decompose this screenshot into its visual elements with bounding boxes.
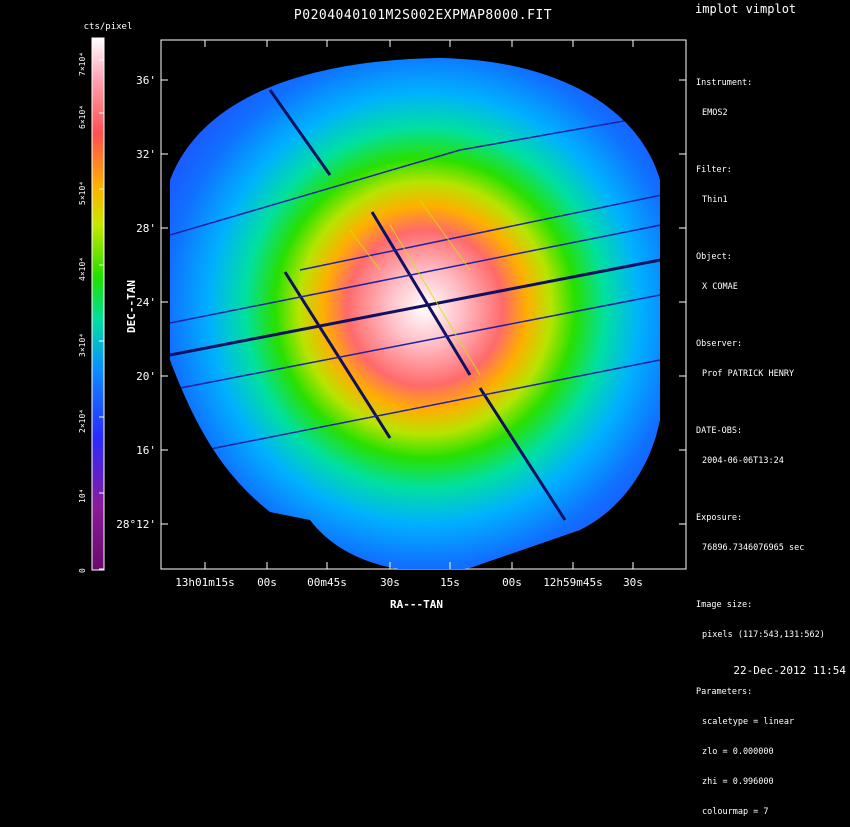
- info-value: Prof PATRICK HENRY: [702, 369, 795, 379]
- x-tick-label: 15s: [440, 576, 460, 589]
- y-tick-label: 16': [136, 444, 156, 457]
- info-value: Thin1: [702, 195, 728, 205]
- info-value: zhi = 0.996000: [702, 777, 774, 787]
- timestamp: 22-Dec-2012 11:54: [733, 664, 846, 677]
- info-value: zlo = 0.000000: [702, 747, 774, 757]
- colorbar-tick: 6×10⁴: [78, 104, 87, 129]
- program-name: implot vimplot: [695, 2, 797, 16]
- y-tick-label: 28': [136, 222, 156, 235]
- info-key: Filter:: [696, 165, 732, 175]
- info-key: Exposure:: [696, 513, 743, 523]
- x-tick-label: 12h59m45s: [543, 576, 603, 589]
- colorbar-tick: 5×10⁴: [78, 180, 87, 205]
- x-axis-label: RA---TAN: [390, 598, 443, 611]
- plot-title: P0204040101M2S002EXPMAP8000.FIT: [293, 8, 553, 23]
- x-tick-label: 00s: [502, 576, 522, 589]
- y-tick-label: 24': [136, 296, 156, 309]
- info-key: DATE-OBS:: [696, 426, 743, 436]
- colorbar-tick: 4×10⁴: [78, 256, 87, 281]
- x-tick-label: 30s: [380, 576, 400, 589]
- info-value: pixels (117:543,131:562): [702, 630, 825, 640]
- info-value: EMOS2: [702, 108, 728, 118]
- y-tick-label: 36': [136, 74, 156, 87]
- info-panel: Instrument: EMOS2 Filter: Thin1 Object: …: [696, 58, 825, 827]
- colorbar-tick: 0: [78, 568, 87, 573]
- info-value: 2004-06-06T13:24: [702, 456, 784, 466]
- exposure-map: [170, 58, 660, 569]
- info-key: Observer:: [696, 339, 743, 349]
- info-value: colourmap = 7: [702, 807, 769, 817]
- y-tick-label: 32': [136, 148, 156, 161]
- x-tick-label: 30s: [623, 576, 643, 589]
- colorbar-label: cts/pixel: [83, 22, 133, 32]
- colorbar-tick: 2×10⁴: [78, 408, 87, 433]
- info-key: Object:: [696, 252, 732, 262]
- y-tick-label: 28°12': [116, 518, 156, 531]
- y-tick-label: 20': [136, 370, 156, 383]
- plot-canvas: [91, 37, 687, 571]
- colorbar-tick: 7×10⁴: [78, 51, 87, 76]
- x-tick-label: 00m45s: [307, 576, 347, 589]
- info-value: X COMAE: [702, 282, 738, 292]
- info-value: 76896.7346076965 sec: [702, 543, 805, 553]
- colorbar-tick: 3×10⁴: [78, 332, 87, 357]
- info-key: Instrument:: [696, 78, 753, 88]
- y-axis-label: DEC--TAN: [124, 280, 138, 333]
- info-key: Image size:: [696, 600, 753, 610]
- x-tick-label: 00s: [257, 576, 277, 589]
- colorbar-tick: 10⁴: [78, 488, 87, 503]
- colorbar: [91, 37, 105, 571]
- info-key: Parameters:: [696, 687, 753, 697]
- x-tick-label: 13h01m15s: [175, 576, 235, 589]
- info-value: scaletype = linear: [702, 717, 795, 727]
